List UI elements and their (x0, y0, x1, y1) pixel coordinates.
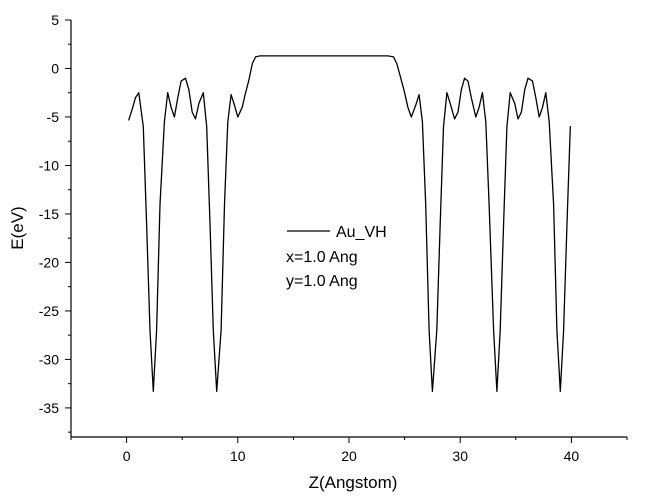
legend: Au_VH x=1.0 Ang y=1.0 Ang (286, 224, 387, 290)
y-tick-label: 0 (51, 60, 59, 76)
x-tick-label: 0 (123, 448, 131, 464)
annotation-x: x=1.0 Ang (286, 249, 358, 266)
y-tick-label: -15 (39, 206, 59, 222)
y-tick-label: -20 (39, 254, 59, 270)
x-tick-label: 40 (564, 448, 580, 464)
x-tick-label: 20 (341, 448, 357, 464)
y-tick-label: -5 (47, 109, 60, 125)
annotation-y: y=1.0 Ang (286, 273, 358, 290)
y-axis-label: E(eV) (8, 206, 27, 249)
y-tick-label: -25 (39, 303, 59, 319)
y-tick-label: -35 (39, 400, 59, 416)
legend-entry-label: Au_VH (336, 224, 387, 241)
x-tick-label: 10 (230, 448, 246, 464)
y-tick-label: 5 (51, 12, 59, 28)
y-tick-label: -10 (39, 157, 59, 173)
y-tick-label: -30 (39, 351, 59, 367)
x-axis-label: Z(Angstom) (309, 473, 398, 492)
series-line-au-vh (128, 55, 571, 393)
x-tick-label: 30 (452, 448, 468, 464)
series-group (128, 55, 571, 393)
